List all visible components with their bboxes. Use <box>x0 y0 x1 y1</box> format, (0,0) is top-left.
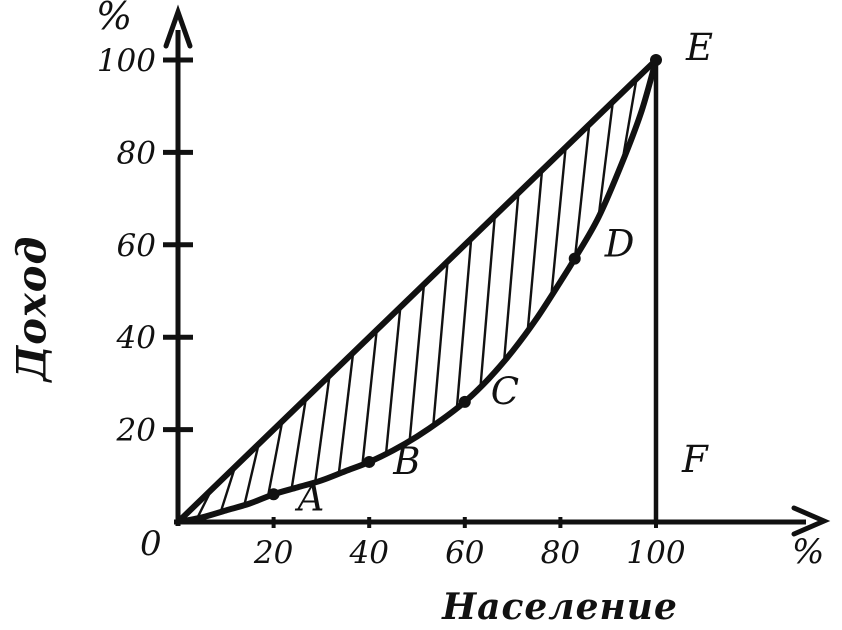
y-tick-label: 20 <box>116 413 156 449</box>
hatch-line <box>266 420 284 497</box>
hatch-line <box>361 329 378 465</box>
x-axis-title: Население <box>442 586 678 628</box>
hatch-line <box>479 215 497 387</box>
x-tick-label: 100 <box>626 535 685 571</box>
y-axis-title: Доход <box>8 235 56 382</box>
y-axis-arrowhead-icon <box>163 4 193 49</box>
point-dot-A <box>267 488 280 501</box>
hatch-line <box>384 306 402 454</box>
hatch-line <box>219 466 237 513</box>
hatch-line <box>526 170 544 331</box>
y-tick-label: 80 <box>117 135 156 171</box>
point-label-E: E <box>685 26 713 69</box>
hatch-line <box>408 284 426 441</box>
y-axis-unit-label: % <box>96 0 133 38</box>
hatch-line <box>550 147 567 296</box>
x-tick-label: 60 <box>445 535 484 571</box>
hatch-line <box>502 192 520 362</box>
lorenz-curve <box>175 57 659 525</box>
point-dot-E <box>650 54 662 66</box>
x-tick-label: 80 <box>541 535 580 571</box>
hatch-line <box>243 443 260 506</box>
point-label-D: D <box>604 223 635 266</box>
hatch-line <box>337 352 355 474</box>
hatch-line <box>290 398 308 490</box>
hatch-line <box>573 124 591 259</box>
y-tick-label: 100 <box>97 43 156 79</box>
point-label-B: B <box>392 440 420 483</box>
point-dot-B <box>363 455 376 468</box>
x-tick-label: 20 <box>253 535 293 571</box>
point-label-F: F <box>681 438 709 481</box>
hatch-line <box>432 261 449 426</box>
x-axis-unit-label: % <box>792 532 825 572</box>
point-dot-C <box>458 395 471 408</box>
hatch-line <box>313 375 331 483</box>
point-label-A: A <box>295 476 325 519</box>
x-tick-label: 40 <box>348 535 388 571</box>
hatch-line <box>597 101 615 218</box>
equality-line <box>175 57 659 525</box>
hatch-line <box>455 238 473 409</box>
origin-label: 0 <box>140 524 162 564</box>
x-axis-arrowhead-icon <box>791 505 831 537</box>
point-label-C: C <box>491 370 519 413</box>
point-dot-D <box>568 252 581 265</box>
y-tick-label: 60 <box>117 228 156 264</box>
y-tick-label: 40 <box>116 320 156 356</box>
